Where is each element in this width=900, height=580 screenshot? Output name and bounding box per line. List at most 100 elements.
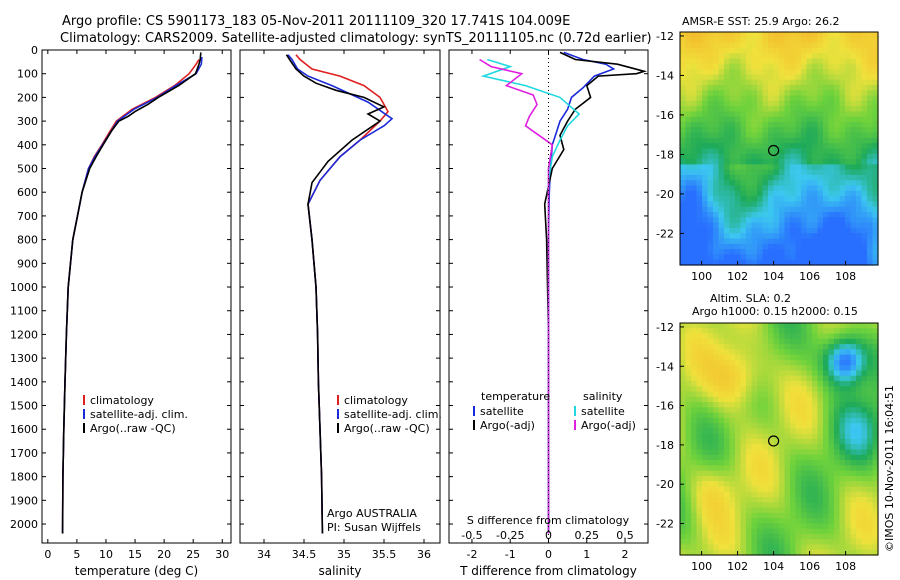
heatmap-cell	[729, 169, 736, 176]
heatmap-cell	[768, 402, 775, 408]
heatmap-cell	[790, 238, 797, 245]
heatmap-cell	[680, 328, 687, 335]
heatmap-cell	[779, 354, 786, 361]
heatmap-cell	[867, 491, 874, 498]
heatmap-cell	[790, 354, 797, 361]
heatmap-cell	[812, 481, 819, 488]
heatmap-cell	[790, 386, 797, 393]
heatmap-cell	[735, 412, 742, 419]
heatmap-cell	[718, 196, 725, 203]
heatmap-cell	[685, 481, 692, 488]
heatmap-cell	[867, 58, 874, 65]
heatmap-cell	[823, 238, 830, 245]
heatmap-cell	[779, 185, 786, 192]
heatmap-cell	[718, 370, 725, 377]
heatmap-cell	[801, 233, 808, 240]
heatmap-cell	[729, 37, 736, 44]
heatmap-cell	[713, 90, 720, 97]
heatmap-cell	[823, 222, 830, 229]
heatmap-cell	[768, 460, 775, 466]
heatmap-cell	[702, 533, 709, 540]
heatmap-cell	[724, 249, 731, 256]
heatmap-cell	[817, 254, 824, 261]
heatmap-cell	[735, 359, 742, 366]
heatmap-cell	[817, 180, 824, 187]
heatmap-cell	[685, 497, 692, 503]
heatmap-cell	[707, 338, 714, 345]
heatmap-cell	[784, 249, 791, 256]
heatmap-cell	[850, 159, 857, 165]
heatmap-cell	[850, 217, 857, 224]
heatmap-cell	[795, 460, 802, 466]
heatmap-cell	[713, 180, 720, 187]
heatmap-cell	[834, 111, 841, 118]
heatmap-cell	[856, 338, 863, 345]
heatmap-cell	[801, 359, 808, 366]
heatmap-cell	[845, 470, 852, 477]
heatmap-cell	[735, 523, 742, 530]
heatmap-cell	[834, 481, 841, 488]
title-line-2: Climatology: CARS2009. Satellite-adjuste…	[60, 31, 652, 46]
heatmap-cell	[872, 206, 879, 213]
heatmap-cell	[845, 402, 852, 408]
heatmap-cell	[795, 95, 802, 102]
heatmap-cell	[790, 90, 797, 97]
heatmap-cell	[779, 196, 786, 203]
heatmap-cell	[724, 344, 731, 350]
heatmap-cell	[850, 206, 857, 213]
heatmap-cell	[817, 344, 824, 350]
heatmap-cell	[845, 254, 852, 261]
heatmap-cell	[845, 396, 852, 403]
heatmap-cell	[828, 523, 835, 530]
heatmap-cell	[834, 391, 841, 398]
heatmap-cell	[790, 159, 797, 165]
heatmap-cell	[779, 53, 786, 60]
heatmap-cell	[685, 502, 692, 509]
heatmap-cell	[773, 386, 780, 393]
heatmap-cell	[762, 42, 769, 49]
heatmap-cell	[823, 497, 830, 503]
heatmap-cell	[795, 375, 802, 382]
heatmap-cell	[779, 359, 786, 366]
heatmap-cell	[757, 37, 764, 44]
heatmap-cell	[740, 100, 747, 107]
heatmap-cell	[806, 528, 813, 535]
heatmap-cell	[757, 465, 764, 472]
heatmap-cell	[872, 523, 879, 530]
heatmap-cell	[773, 42, 780, 49]
heatmap-cell	[828, 497, 835, 503]
heatmap-cell	[839, 507, 846, 514]
heatmap-cell	[773, 249, 780, 256]
heatmap-cell	[872, 185, 879, 192]
heatmap-cell	[867, 37, 874, 44]
heatmap-cell	[751, 249, 758, 256]
heatmap-cell	[845, 127, 852, 134]
heatmap-cell	[795, 544, 802, 551]
heatmap-cell	[845, 481, 852, 488]
heatmap-cell	[735, 100, 742, 107]
heatmap-cell	[839, 180, 846, 187]
heatmap-cell	[757, 100, 764, 107]
heatmap-cell	[828, 549, 835, 556]
heatmap-cell	[718, 523, 725, 530]
heatmap-cell	[746, 465, 753, 472]
heatmap-cell	[872, 354, 879, 361]
heatmap-cell	[773, 512, 780, 519]
heatmap-cell	[762, 365, 769, 372]
heatmap-cell	[718, 153, 725, 160]
heatmap-cell	[762, 132, 769, 139]
heatmap-cell	[784, 222, 791, 229]
heatmap-cell	[718, 58, 725, 65]
heatmap-cell	[828, 486, 835, 493]
heatmap-cell	[861, 90, 868, 97]
heatmap-cell	[713, 47, 720, 54]
heatmap-cell	[773, 465, 780, 472]
heatmap-cell	[757, 491, 764, 498]
heatmap-cell	[696, 143, 703, 150]
heatmap-cell	[680, 497, 687, 503]
heatmap-cell	[702, 42, 709, 49]
heatmap-cell	[801, 507, 808, 514]
heatmap-cell	[856, 344, 863, 350]
heatmap-cell	[696, 444, 703, 451]
heatmap-cell	[702, 417, 709, 424]
